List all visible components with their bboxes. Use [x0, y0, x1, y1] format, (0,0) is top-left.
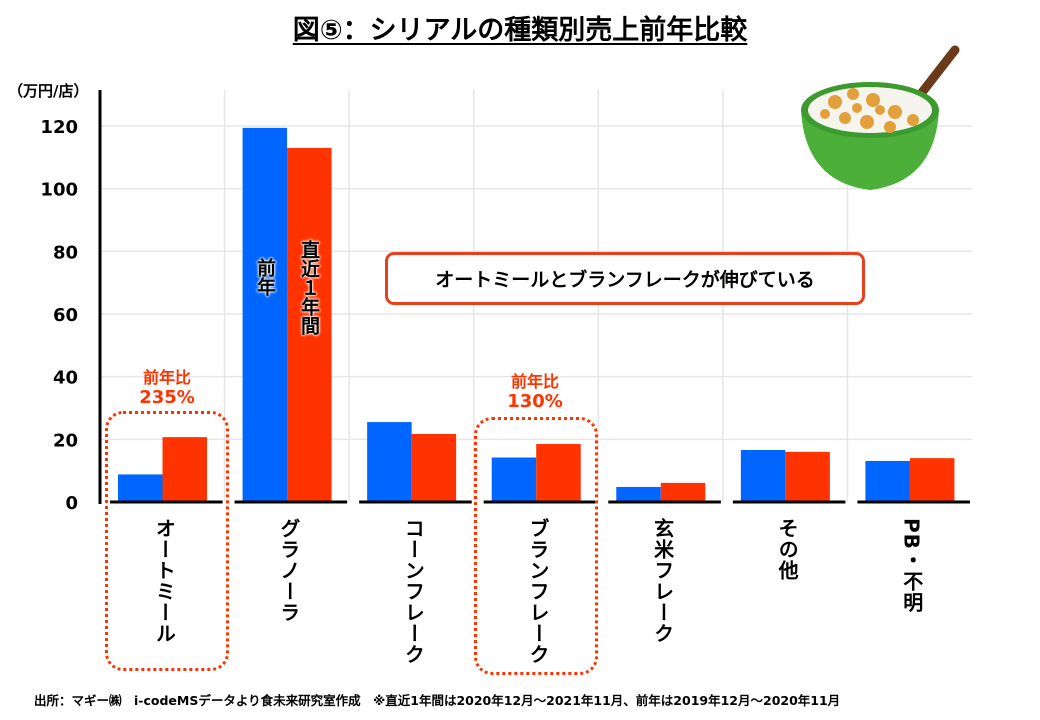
y-tick-label: 40 [53, 368, 78, 389]
bar-previous [118, 474, 163, 502]
bar-previous [740, 449, 786, 502]
x-tick-label: ブランフレーク [526, 518, 550, 665]
chart-title: 図⑤：シリアルの種類別売上前年比較 [292, 15, 748, 46]
ratio-value: 235% [139, 387, 195, 408]
bar-recent [411, 434, 457, 502]
y-tick-label: 60 [53, 305, 78, 326]
bar-recent [162, 437, 207, 502]
callout-box: オートミールとブランフレークが伸びている [385, 252, 865, 305]
x-tick-label: グラノーラ [276, 518, 301, 623]
y-tick-label: 20 [53, 430, 78, 451]
x-tick-label: 玄米フレーク [650, 518, 675, 644]
ratio-label: 前年比 [142, 368, 191, 387]
ratio-value: 130% [507, 391, 563, 412]
series-label-recent-year: 直近１年間 [298, 240, 320, 335]
highlight-bran-flake [474, 417, 598, 675]
bar-previous [367, 422, 412, 502]
bar-previous [491, 457, 537, 502]
y-tick-label: 120 [40, 117, 78, 138]
ratio-oatmeal: 前年比 235% [112, 368, 222, 408]
x-tick-label: その他 [775, 518, 800, 581]
y-tick-label: 100 [40, 180, 78, 201]
bar-recent [536, 444, 581, 502]
bar-recent [660, 482, 706, 502]
x-tick-label: コーンフレーク [401, 518, 426, 665]
bar-recent [287, 147, 332, 502]
cereal-bowl-illustration [801, 45, 960, 190]
bar-recent [909, 458, 955, 502]
bar-recent [785, 451, 830, 502]
bar-previous [865, 460, 910, 502]
y-axis-unit: （万円/店） [8, 82, 89, 100]
ratio-label: 前年比 [510, 372, 559, 391]
bar-previous [616, 486, 661, 502]
ratio-bran-flake: 前年比 130% [480, 372, 590, 412]
x-tick-label: オートミール [152, 518, 177, 644]
y-tick-label: 80 [53, 242, 78, 263]
x-tick-label: PB・不明 [899, 518, 924, 613]
bar-previous [242, 127, 288, 502]
series-label-previous-year: 前年 [254, 258, 276, 296]
source-note: 出所：マギー㈱ i-codeMSデータより食未来研究室作成 ※直近1年間は202… [34, 693, 841, 708]
highlight-oatmeal [105, 411, 229, 671]
y-tick-label: 0 [65, 493, 78, 514]
